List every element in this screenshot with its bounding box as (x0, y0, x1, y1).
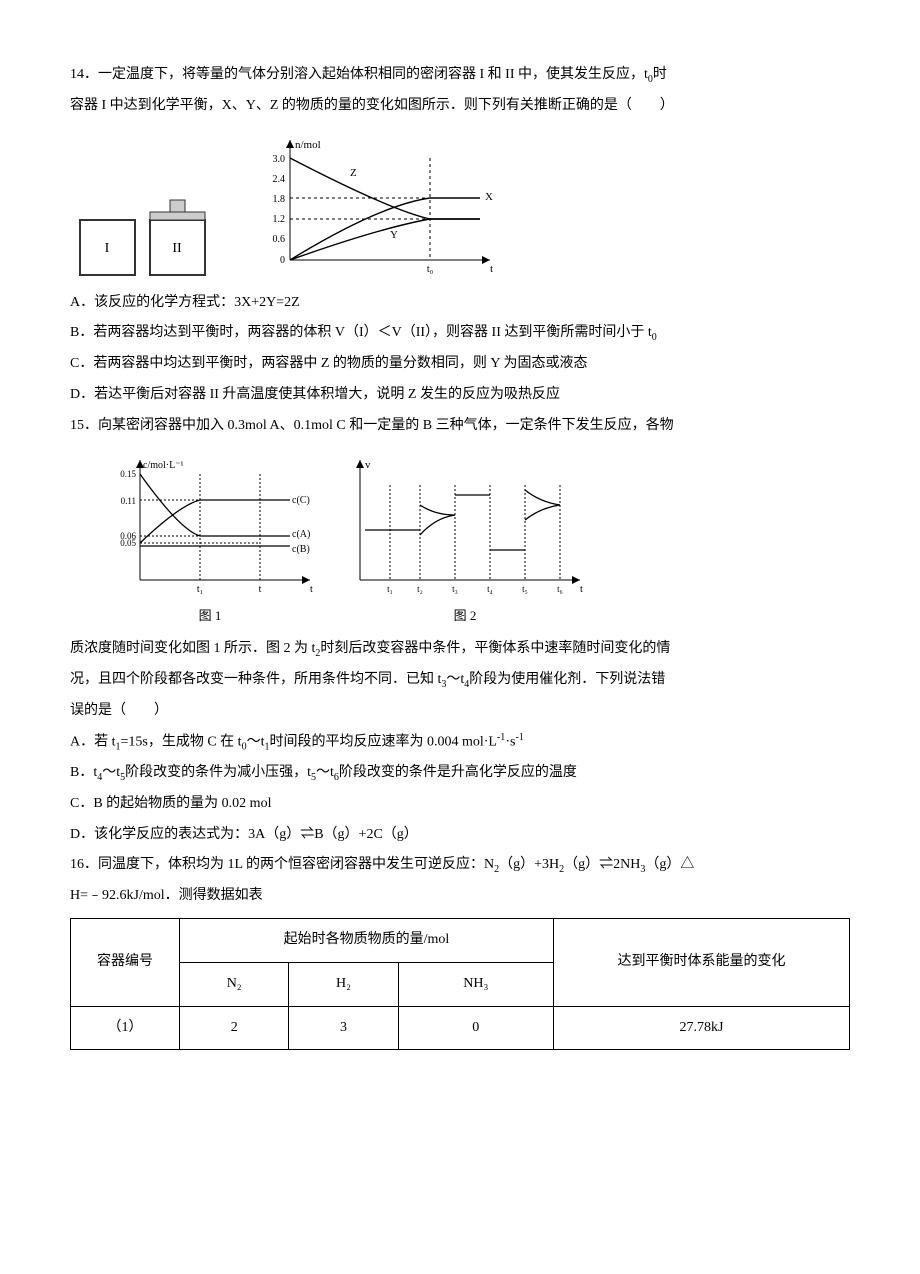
q15-fig2-svg: v t₁ t₂ t₃ t₄ t₅ t₆ (340, 450, 590, 600)
svg-text:t: t (310, 584, 313, 595)
svg-text:2.4: 2.4 (273, 174, 286, 185)
q15-opt-a: A．若 t1=15s，生成物 C 在 t0～t1时间段的平均反应速率为 0.00… (70, 727, 850, 758)
svg-text:Z: Z (350, 167, 357, 179)
svg-text:t₂: t₂ (417, 584, 423, 594)
svg-text:v: v (365, 459, 371, 471)
q15-stem-line1: 15．向某密闭容器中加入 0.3mol A、0.1mol C 和一定量的 B 三… (70, 411, 850, 442)
svg-text:0.11: 0.11 (121, 496, 136, 506)
svg-text:t: t (490, 263, 493, 275)
cell: （1） (71, 1006, 180, 1050)
svg-text:0: 0 (280, 255, 285, 266)
text: ～t (247, 734, 265, 749)
head-group: 起始时各物质物质的量/mol (180, 919, 554, 963)
svg-text:t₀: t₀ (427, 264, 434, 275)
head-col1: 容器编号 (71, 919, 180, 1007)
svg-text:II: II (172, 241, 182, 256)
q14-opt-c: C．若两容器中均达到平衡时，两容器中 Z 的物质的量分数相同，则 Y 为固态或液… (70, 349, 850, 380)
fig2-caption: 图 2 (340, 602, 590, 631)
subhead-n2: N₂ (180, 962, 289, 1006)
q16-table: 容器编号 起始时各物质物质的量/mol 达到平衡时体系能量的变化 N₂ H₂ N… (70, 918, 850, 1050)
q14-opt-d: D．若达平衡后对容器 II 升高温度使其体积增大，说明 Z 发生的反应为吸热反应 (70, 380, 850, 411)
svg-text:c/mol·L⁻¹: c/mol·L⁻¹ (143, 460, 184, 471)
svg-text:c(C): c(C) (292, 495, 310, 506)
text: =15s，生成物 C 在 t (121, 734, 242, 749)
q15-figure-row: c/mol·L⁻¹ 0.05 0.06 0.11 0.15 c(C) c(A) … (100, 450, 850, 600)
text: （g）⇌2NH (564, 857, 640, 872)
svg-text:t₃: t₃ (452, 584, 458, 594)
text: 时间段的平均反应速率为 0.004 mol·L (269, 734, 497, 749)
text: 阶段改变的条件为减小压强，t (125, 765, 311, 780)
head-col5: 达到平衡时体系能量的变化 (553, 919, 849, 1007)
text: A．若 t (70, 734, 116, 749)
cell: 3 (289, 1006, 398, 1050)
text: ～t (102, 765, 120, 780)
text: 时刻后改变容器中条件，平衡体系中速率随时间变化的情 (320, 641, 670, 656)
svg-text:t₅: t₅ (522, 584, 528, 594)
text: ·s (505, 734, 515, 749)
text: 阶段为使用催化剂．下列说法错 (469, 672, 665, 687)
svg-text:t: t (259, 584, 262, 595)
text: ～t (446, 672, 464, 687)
table-row: （1） 2 3 0 27.78kJ (71, 1006, 850, 1050)
svg-text:0.6: 0.6 (273, 234, 286, 245)
q16-stem-line1: 16．同温度下，体积均为 1L 的两个恒容密闭容器中发生可逆反应：N2（g）+3… (70, 850, 850, 881)
text: （g）+3H (499, 857, 559, 872)
q14-stem-line1: 14．一定温度下，将等量的气体分别溶入起始体积相同的密闭容器 I 和 II 中，… (70, 60, 850, 91)
svg-text:c(B): c(B) (292, 544, 310, 555)
table-row: 容器编号 起始时各物质物质的量/mol 达到平衡时体系能量的变化 (71, 919, 850, 963)
q15-stem-line2: 质浓度随时间变化如图 1 所示．图 2 为 t2时刻后改变容器中条件，平衡体系中… (70, 634, 850, 665)
q14-figure-row: I II n/mol 0.6 1.2 1.8 2.4 3.0 0 Z (70, 130, 850, 280)
text: 况，且四个阶段都各改变一种条件，所用条件均不同．已知 t (70, 672, 441, 687)
cell: 0 (398, 1006, 553, 1050)
svg-text:0.06: 0.06 (120, 531, 136, 541)
text: 阶段改变的条件是升高化学反应的温度 (339, 765, 577, 780)
q14-containers-svg: I II (70, 190, 220, 280)
q14-opt-b: B．若两容器均达到平衡时，两容器的体积 V（I）＜V（II），则容器 II 达到… (70, 318, 850, 349)
q14-graph-svg: n/mol 0.6 1.2 1.8 2.4 3.0 0 Z X Y t₀ t (250, 130, 510, 280)
svg-text:c(A): c(A) (292, 529, 310, 540)
q15-opt-b: B．t4～t5阶段改变的条件为减小压强，t5～t6阶段改变的条件是升高化学反应的… (70, 758, 850, 789)
text: ～t (316, 765, 334, 780)
svg-text:t₆: t₆ (557, 584, 563, 594)
text: （g）△ (645, 857, 694, 872)
svg-text:X: X (485, 191, 493, 203)
cell: 27.78kJ (553, 1006, 849, 1050)
svg-text:1.8: 1.8 (273, 194, 286, 205)
q14-opt-a: A．该反应的化学方程式：3X+2Y=2Z (70, 288, 850, 319)
svg-text:1.2: 1.2 (273, 214, 286, 225)
svg-text:n/mol: n/mol (295, 139, 321, 151)
sup: -1 (515, 732, 523, 743)
cell: 2 (180, 1006, 289, 1050)
text: 14．一定温度下，将等量的气体分别溶入起始体积相同的密闭容器 I 和 II 中，… (70, 67, 648, 82)
q16-stem-line2: H=﹣92.6kJ/mol．测得数据如表 (70, 881, 850, 912)
subhead-nh3: NH₃ (398, 962, 553, 1006)
text: B．t (70, 765, 97, 780)
q15-caption-row: 图 1 图 2 (100, 602, 850, 631)
fig1-caption: 图 1 (100, 602, 320, 631)
svg-text:I: I (105, 241, 110, 256)
q15-stem-line3: 况，且四个阶段都各改变一种条件，所用条件均不同．已知 t3～t4阶段为使用催化剂… (70, 665, 850, 696)
svg-text:3.0: 3.0 (273, 154, 286, 165)
svg-text:t₁: t₁ (387, 584, 393, 594)
svg-text:Y: Y (390, 229, 398, 241)
svg-text:t₄: t₄ (487, 584, 493, 594)
svg-text:t₁: t₁ (197, 584, 203, 595)
text: 16．同温度下，体积均为 1L 的两个恒容密闭容器中发生可逆反应：N (70, 857, 494, 872)
text: 质浓度随时间变化如图 1 所示．图 2 为 t (70, 641, 315, 656)
subhead-h2: H₂ (289, 962, 398, 1006)
text: B．若两容器均达到平衡时，两容器的体积 V（I）＜V（II），则容器 II 达到… (70, 325, 652, 340)
q14-stem-line2: 容器 I 中达到化学平衡，X、Y、Z 的物质的量的变化如图所示．则下列有关推断正… (70, 91, 850, 122)
sub: 0 (652, 332, 657, 343)
q15-fig1-svg: c/mol·L⁻¹ 0.05 0.06 0.11 0.15 c(C) c(A) … (100, 450, 320, 600)
svg-text:0.15: 0.15 (120, 469, 136, 479)
q15-opt-d: D．该化学反应的表达式为：3A（g）⇌B（g）+2C（g） (70, 820, 850, 851)
q15-opt-c: C．B 的起始物质的量为 0.02 mol (70, 789, 850, 820)
svg-text:t: t (580, 584, 583, 595)
q15-stem-line4: 误的是（ ） (70, 696, 850, 727)
text: 时 (653, 67, 667, 82)
